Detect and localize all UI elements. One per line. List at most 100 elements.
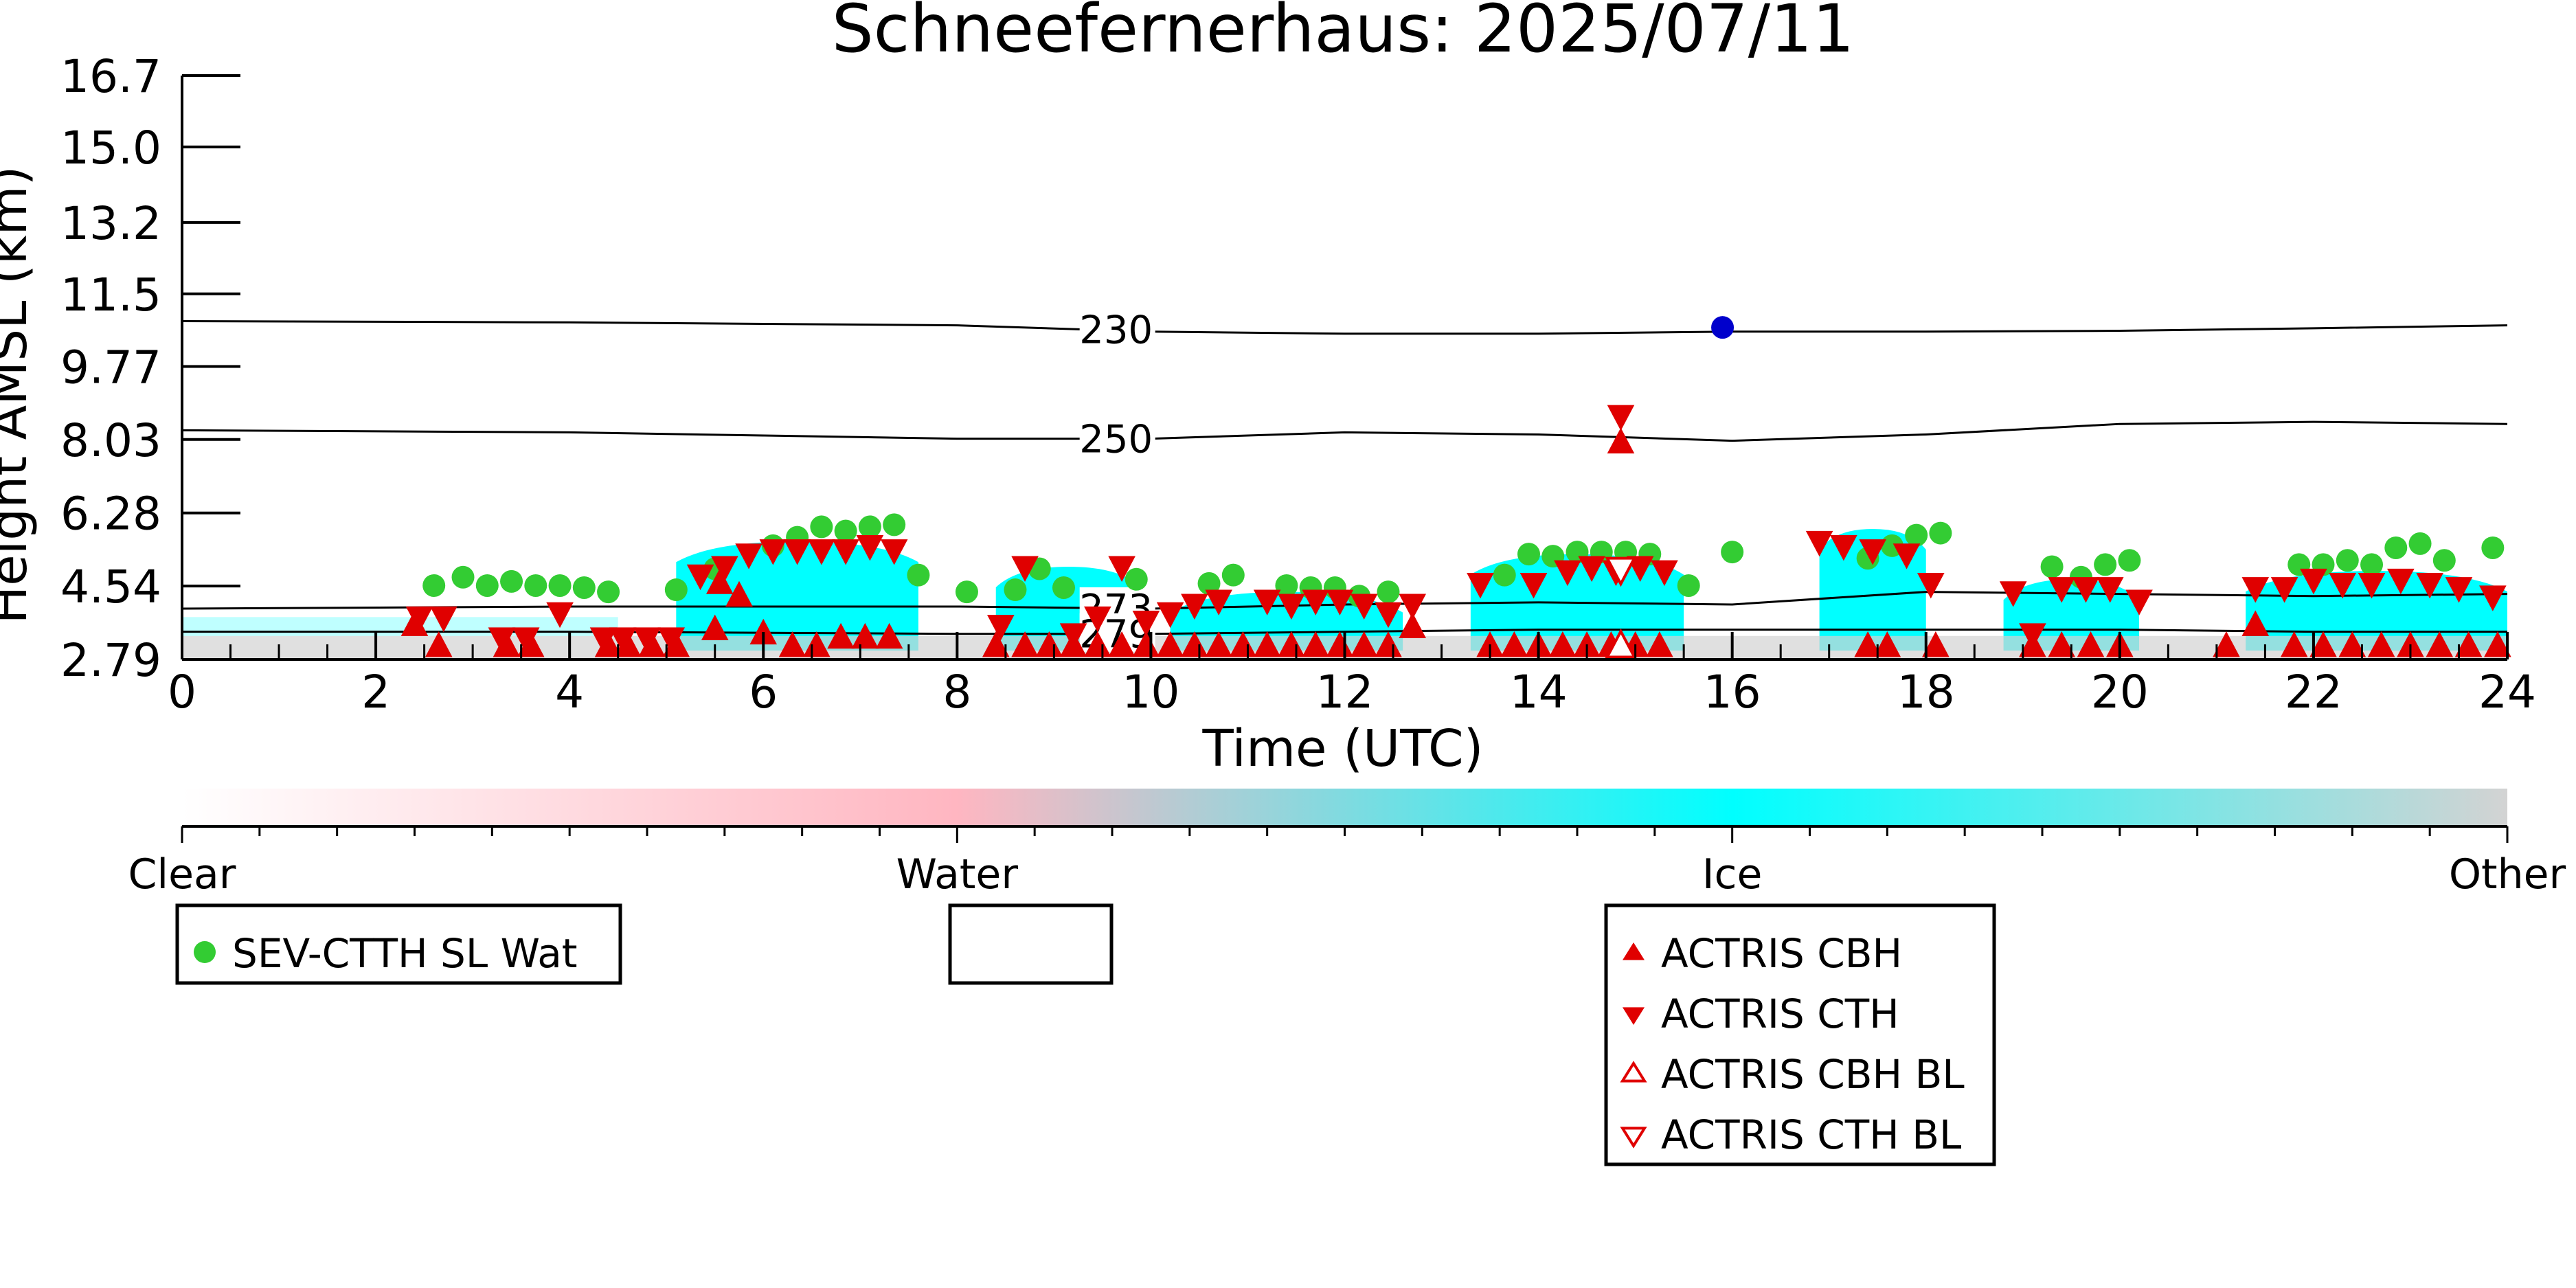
actris-cbh-marker xyxy=(725,580,753,607)
markers xyxy=(400,316,2511,659)
actris-cbh-marker xyxy=(1549,631,1577,657)
actris-cth-marker xyxy=(1805,530,1833,557)
actris-cth-marker xyxy=(1893,543,1921,569)
chart-title: Schneefernerhaus: 2025/07/11 xyxy=(832,0,1855,67)
x-tick-label: 8 xyxy=(942,666,971,719)
x-tick-label: 16 xyxy=(1704,666,1761,719)
x-tick-label: 2 xyxy=(361,666,390,719)
actris-cbh-marker xyxy=(1253,631,1281,657)
actris-cth-marker xyxy=(2387,568,2415,595)
actris-cbh-marker xyxy=(701,614,729,641)
actris-cth-marker xyxy=(1399,594,1427,620)
legend-frame xyxy=(175,903,622,985)
actris-cth-marker xyxy=(1059,623,1087,649)
sev-ctth-sl-wat-marker xyxy=(2040,555,2064,578)
actris-cbh-marker xyxy=(1181,631,1208,657)
actris-cth-marker xyxy=(2019,623,2046,649)
actris-cbh-marker xyxy=(1607,427,1635,454)
y-tick-label: 15.0 xyxy=(60,122,161,174)
actris-cth-marker xyxy=(1859,539,1886,565)
x-tick-label: 22 xyxy=(2285,666,2342,719)
sev-ctth-sl-wat-marker xyxy=(858,515,881,539)
colorbar-fill xyxy=(182,789,2507,826)
actris-cth-marker xyxy=(2416,572,2443,599)
y-tick-label: 9.77 xyxy=(60,341,161,394)
actris-cbh-marker xyxy=(400,610,429,636)
contour-line-230 xyxy=(181,319,2508,335)
actris-cbh-marker xyxy=(2484,631,2511,657)
colorbar-label: Water xyxy=(896,850,1019,899)
x-tick-label: 0 xyxy=(168,666,196,719)
actris-cth-marker xyxy=(657,627,686,653)
actris-cbh-marker xyxy=(803,631,831,657)
actris-cth-bl-marker xyxy=(1605,556,1637,587)
legend-frame xyxy=(948,903,1114,985)
actris-cth-marker xyxy=(2072,577,2100,603)
actris-cth-marker xyxy=(1011,556,1039,582)
actris-cbh-marker xyxy=(851,622,879,649)
actris-cth-marker xyxy=(1132,610,1160,637)
actris-cbh-marker xyxy=(749,618,778,645)
legend-box xyxy=(948,903,1114,985)
sev-ctth-sl-wat-marker xyxy=(2481,536,2505,559)
actris-cth-marker xyxy=(633,627,661,653)
sev-ctth-sl-wat-marker xyxy=(1197,572,1221,595)
legend-marker xyxy=(1623,942,1645,960)
actris-cbh-marker xyxy=(2397,631,2424,657)
actris-cth-marker xyxy=(1830,534,1857,561)
plot-area: 2302502732792.794.546.288.039.7711.513.2… xyxy=(60,50,2536,719)
actris-cth-marker xyxy=(1156,602,1184,629)
sev-ctth-sl-wat-marker xyxy=(955,580,978,604)
actris-cth-marker xyxy=(1084,606,1111,633)
actris-cbh-marker xyxy=(875,622,903,649)
sev-ctth-sl-wat-marker xyxy=(810,515,833,539)
sev-ctth-sl-wat-marker xyxy=(1905,523,1928,547)
x-axis-label: Time (UTC) xyxy=(1201,719,1483,778)
sev-ctth-sl-wat-marker xyxy=(2384,536,2408,559)
actris-cth-marker xyxy=(1999,581,2027,607)
actris-cth-marker xyxy=(1467,572,1494,599)
actris-cbh-marker xyxy=(594,631,622,657)
actris-cth-marker xyxy=(1108,556,1136,582)
legend-label: ACTRIS CTH BL xyxy=(1661,1111,1961,1158)
actris-cbh-marker xyxy=(2280,631,2308,657)
sev-ctth-sl-wat-marker xyxy=(597,580,620,604)
sev-ctth-sl-wat-marker xyxy=(907,563,930,587)
actris-cth-marker xyxy=(2445,577,2473,603)
sev-ctth-sl-wat-marker xyxy=(834,519,857,543)
actris-cth-marker xyxy=(1350,594,1378,620)
sev-ctth-sl-wat-marker xyxy=(2432,549,2456,572)
sev-ctth-sl-wat-marker xyxy=(572,576,596,600)
actris-cth-marker xyxy=(1302,589,1329,615)
actris-cbh-marker xyxy=(662,631,690,657)
actris-cth-marker xyxy=(2096,577,2124,603)
actris-cth-marker xyxy=(2329,572,2357,599)
y-tick-label: 13.2 xyxy=(60,197,161,250)
actris-cbh-marker xyxy=(425,631,453,657)
actris-cbh-marker xyxy=(1500,631,1528,657)
contour-line-279 xyxy=(182,629,2507,635)
legend-marker xyxy=(1623,1007,1645,1025)
y-tick-label: 2.79 xyxy=(60,634,161,687)
water-class-band xyxy=(182,617,618,636)
sev-ctth-sl-wat-marker xyxy=(2336,549,2359,572)
actris-cth-marker xyxy=(735,543,762,569)
sev-ctth-sl-wat-marker xyxy=(1275,574,1298,597)
actris-cbh-marker xyxy=(827,622,855,649)
actris-cth-marker xyxy=(880,539,908,565)
actris-cbh-marker xyxy=(2077,631,2105,657)
actris-cbh-marker xyxy=(2367,631,2395,657)
colorbar-label: Clear xyxy=(128,850,236,899)
sev-ctth-sl-wat-marker xyxy=(883,513,906,536)
actris-cbh-marker xyxy=(1350,631,1378,657)
actris-cth-marker xyxy=(686,564,714,591)
actris-cth-marker xyxy=(1519,572,1548,599)
y-axis-label: Height AMSL (km) xyxy=(0,166,38,624)
actris-cbh-bl-marker xyxy=(1605,628,1637,659)
actris-cth-marker xyxy=(1578,556,1605,582)
actris-cbh-marker xyxy=(1278,631,1305,657)
legend-label: ACTRIS CBH BL xyxy=(1661,1051,1965,1098)
legend-label: SEV-CTTH SL Wat xyxy=(232,930,578,977)
actris-cth-marker xyxy=(2125,589,2153,615)
